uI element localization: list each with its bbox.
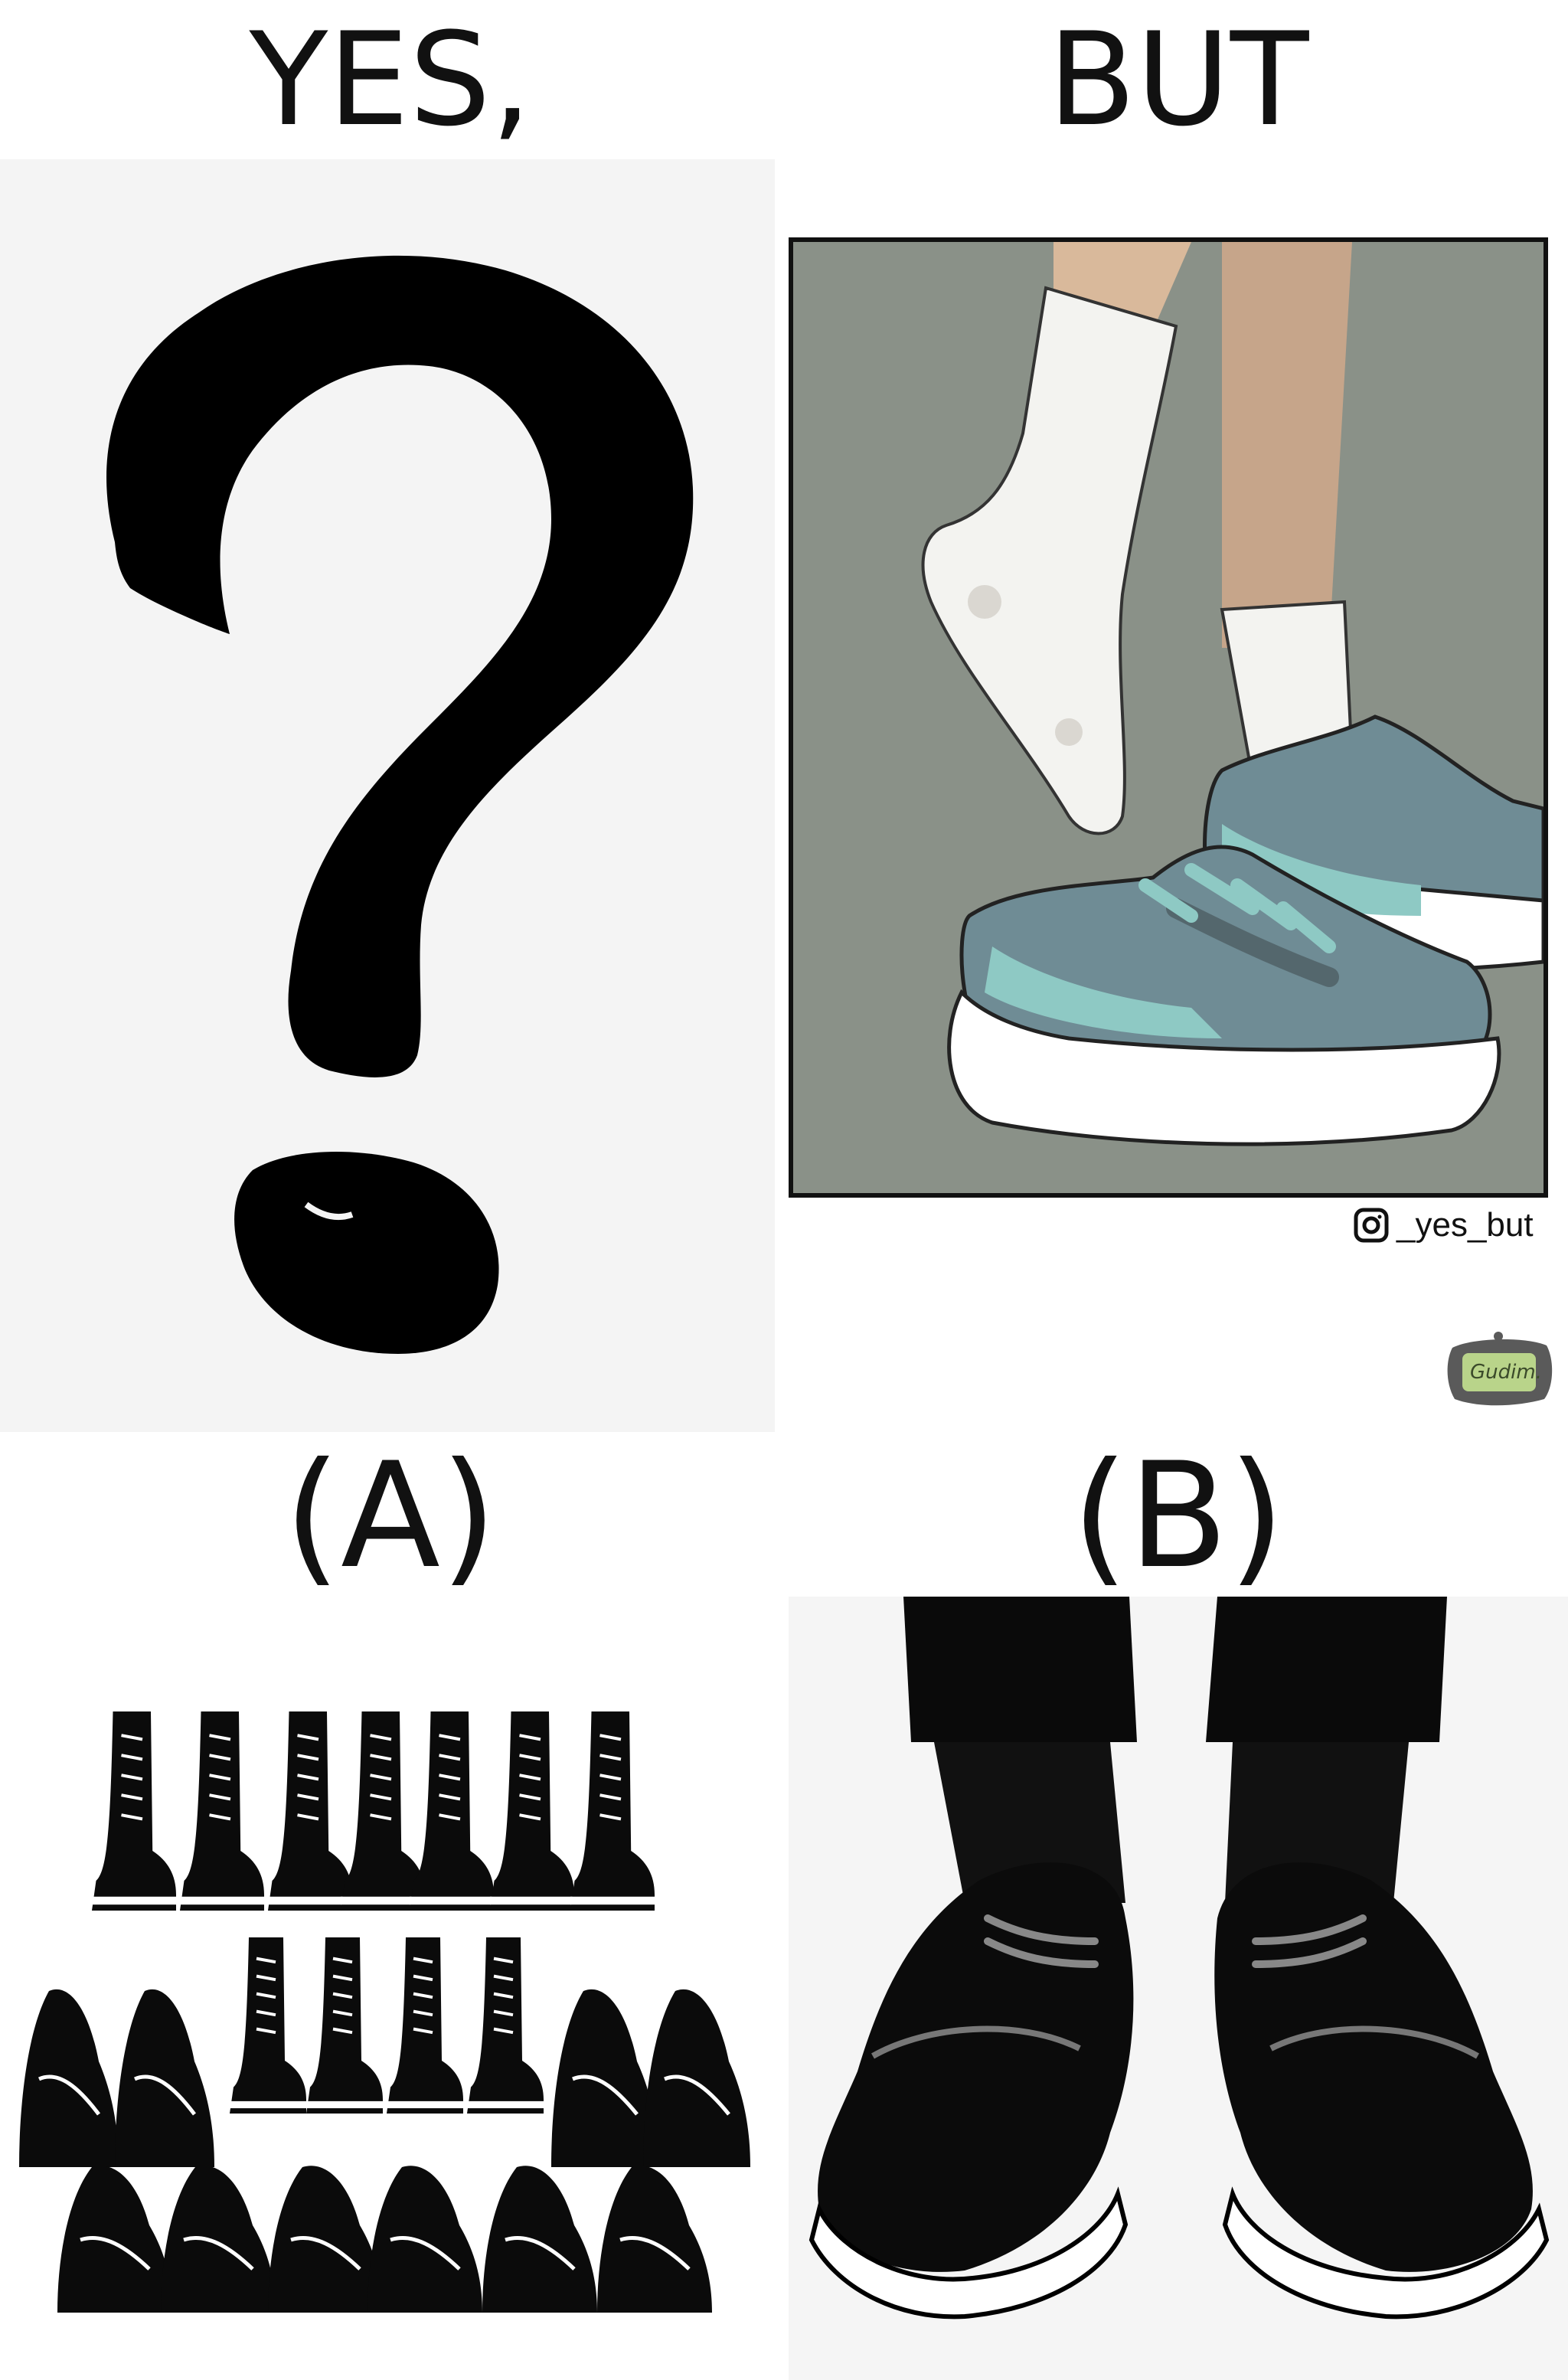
comic-panel	[789, 237, 1548, 1198]
signature-badge: Gudim.	[1441, 1329, 1556, 1413]
shoe-collection-illustration	[19, 1711, 750, 2313]
shoe-collection-panel	[0, 1600, 779, 2380]
instagram-icon	[1354, 1208, 1389, 1243]
heading-but: BUT	[1047, 5, 1309, 155]
tv-badge-icon	[1447, 1332, 1553, 1406]
shoe-silhouette	[643, 1989, 750, 2167]
boot-silhouette	[341, 1711, 425, 1911]
shoe-silhouette	[19, 1989, 119, 2167]
signature-text: Gudim.	[1470, 1361, 1542, 1384]
shoe-silhouette	[368, 2166, 482, 2313]
heading-yes: YES,	[249, 5, 532, 155]
credit-handle: _yes_but	[1396, 1206, 1534, 1244]
credit-tag: _yes_but	[1354, 1202, 1534, 1248]
heading-option-a: (A)	[283, 1431, 498, 1600]
boot-silhouette	[490, 1711, 574, 1911]
shoe-silhouette	[482, 2166, 597, 2313]
boot-silhouette	[387, 1937, 463, 2114]
question-mark-panel	[0, 159, 775, 1432]
heading-option-b: (B)	[1071, 1431, 1285, 1600]
dress-shoes-illustration	[808, 1597, 1550, 2320]
boot-silhouette	[268, 1711, 352, 1911]
boot-silhouette	[92, 1711, 176, 1911]
sock-sneaker-illustration	[921, 242, 1544, 1146]
boot-silhouette	[410, 1711, 494, 1911]
shoe-silhouette	[597, 2166, 712, 2313]
question-mark-icon	[106, 255, 694, 1354]
boot-silhouette	[230, 1937, 306, 2114]
shoe-silhouette	[57, 2166, 172, 2313]
boot-silhouette	[306, 1937, 383, 2114]
boot-silhouette	[467, 1937, 544, 2114]
shoe-silhouette	[268, 2166, 383, 2313]
shoe-silhouette	[551, 1989, 658, 2167]
shoe-silhouette	[115, 1989, 214, 2167]
boot-silhouette	[570, 1711, 655, 1911]
shoe-silhouette	[161, 2166, 276, 2313]
boot-silhouette	[180, 1711, 264, 1911]
dress-shoes-panel	[789, 1597, 1568, 2380]
